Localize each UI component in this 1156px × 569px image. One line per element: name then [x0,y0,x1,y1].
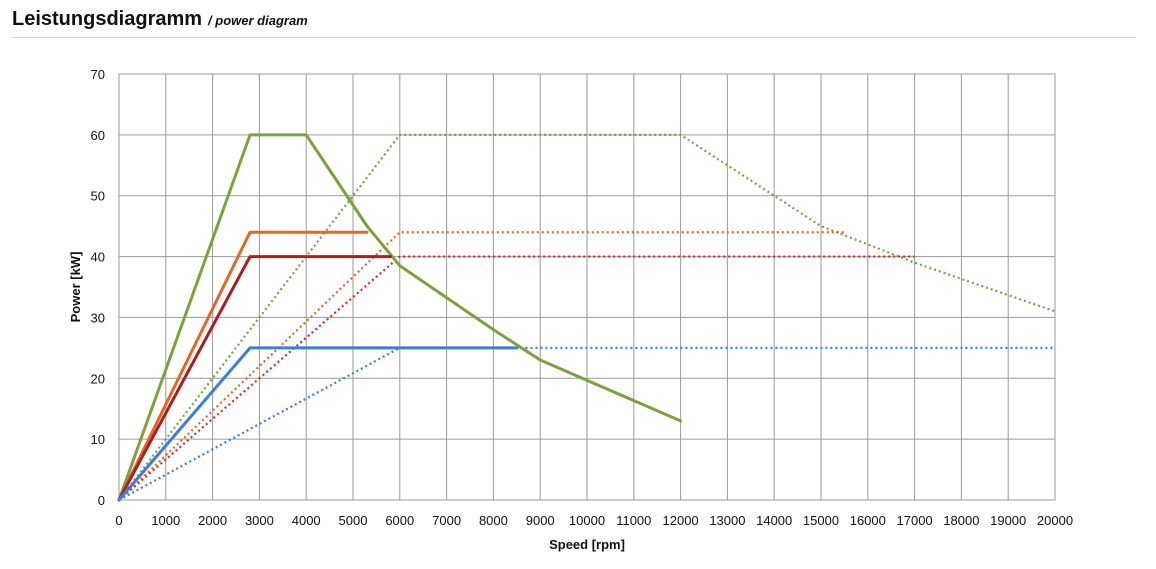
y-tick-label: 20 [91,371,105,386]
x-tick-label: 0 [115,513,122,528]
chart-subtitle: / power diagram [208,13,308,28]
x-tick-label: 6000 [385,513,414,528]
solid-series-line [117,133,683,502]
x-tick-label: 14000 [756,513,792,528]
x-axis-label: Speed [rpm] [549,537,625,552]
dotted-series-line [118,255,915,501]
y-axis-label: Power [kW] [68,252,83,323]
chart-grid [118,73,1056,501]
x-tick-label: 12000 [663,513,699,528]
dotted-series-line [118,133,1056,501]
x-tick-label: 16000 [850,513,886,528]
x-tick-label: 19000 [990,513,1026,528]
solid-series-line [117,255,392,502]
x-tick-label: 11000 [616,513,651,528]
solid-series-line [117,346,519,502]
x-tick-label: 7000 [432,513,461,528]
chart-ticks: 0 1000 2000 3000 4000 5000 6000 7000 8000 9000 100… [91,67,1074,528]
dotted-series-line [118,231,845,501]
y-tick-label: 30 [91,310,105,325]
x-tick-label: 1000 [151,513,180,528]
x-tick-label: 15000 [803,513,839,528]
x-tick-label: 4000 [292,513,321,528]
y-tick-label: 40 [91,250,105,265]
x-tick-label: 18000 [943,513,979,528]
x-tick-label: 10000 [569,513,605,528]
header-divider [12,37,1136,38]
chart-series [117,133,1056,502]
x-tick-label: 3000 [245,513,274,528]
y-tick-label: 10 [91,432,105,447]
x-tick-label: 20000 [1037,513,1073,528]
x-tick-label: 13000 [709,513,745,528]
x-tick-label: 9000 [526,513,555,528]
solid-series-line [117,230,369,502]
x-tick-label: 2000 [198,513,227,528]
y-tick-label: 50 [91,189,105,204]
x-tick-label: 8000 [479,513,508,528]
y-tick-label: 60 [91,128,105,143]
y-tick-label: 0 [98,493,105,508]
x-tick-label: 17000 [897,513,933,528]
dotted-series-line [118,346,1055,501]
y-tick-label: 70 [91,67,105,82]
chart-header: Leistungsdiagramm / power diagram [12,8,308,34]
x-tick-label: 5000 [339,513,368,528]
chart-title: Leistungsdiagramm [12,8,203,30]
